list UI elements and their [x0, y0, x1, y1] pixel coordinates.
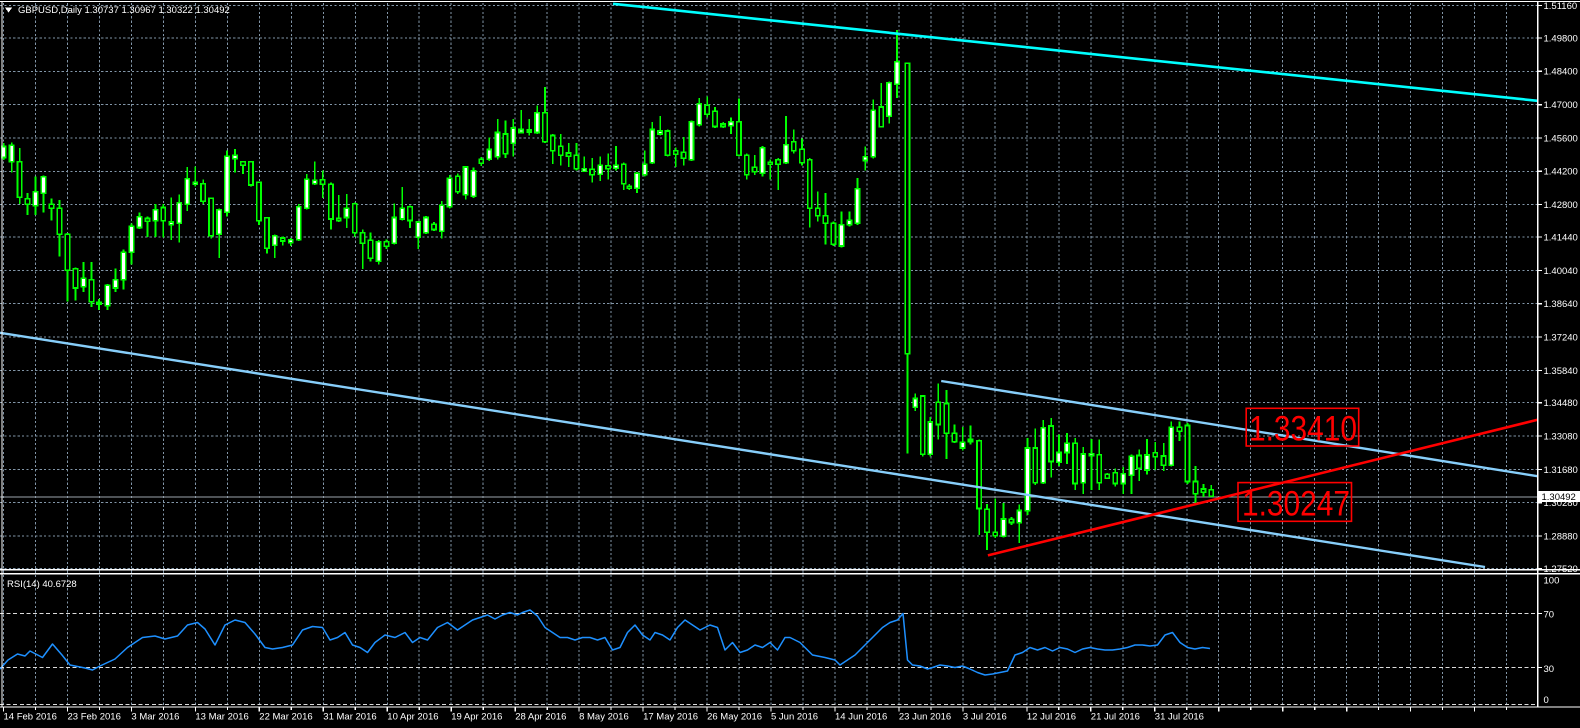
svg-text:19 Apr 2016: 19 Apr 2016: [451, 712, 502, 723]
svg-text:1.31680: 1.31680: [1544, 465, 1578, 476]
svg-text:1.49800: 1.49800: [1544, 33, 1578, 44]
svg-text:1.40040: 1.40040: [1544, 266, 1578, 277]
svg-text:30: 30: [1544, 664, 1555, 675]
svg-text:22 Mar 2016: 22 Mar 2016: [259, 712, 312, 723]
svg-text:RSI(14) 40.6728: RSI(14) 40.6728: [7, 579, 77, 590]
svg-text:26 May 2016: 26 May 2016: [707, 712, 762, 723]
svg-text:1.38640: 1.38640: [1544, 299, 1578, 310]
svg-text:1.35840: 1.35840: [1544, 366, 1578, 377]
svg-text:31 Mar 2016: 31 Mar 2016: [323, 712, 376, 723]
svg-text:1.30247: 1.30247: [1242, 484, 1350, 524]
svg-text:14 Feb 2016: 14 Feb 2016: [4, 712, 57, 723]
svg-text:1.37240: 1.37240: [1544, 332, 1578, 343]
svg-text:1.42800: 1.42800: [1544, 200, 1578, 211]
svg-text:31 Jul 2016: 31 Jul 2016: [1155, 712, 1204, 723]
svg-text:1.30492: 1.30492: [1542, 492, 1576, 503]
svg-text:10 Apr 2016: 10 Apr 2016: [387, 712, 438, 723]
svg-text:1.27520: 1.27520: [1544, 564, 1578, 575]
svg-text:70: 70: [1544, 610, 1555, 621]
svg-text:100: 100: [1544, 576, 1560, 587]
svg-text:GBPUSD,Daily 1.30737 1.30967: GBPUSD,Daily 1.30737 1.30967 1.30322 1.3…: [18, 5, 230, 16]
svg-text:1.30280: 1.30280: [1544, 498, 1578, 509]
svg-text:1.48400: 1.48400: [1544, 67, 1578, 78]
svg-text:1.47000: 1.47000: [1544, 100, 1578, 111]
svg-text:23 Feb 2016: 23 Feb 2016: [68, 712, 121, 723]
svg-text:3 Jul 2016: 3 Jul 2016: [963, 712, 1007, 723]
svg-text:1.33080: 1.33080: [1544, 432, 1578, 443]
svg-text:1.51160: 1.51160: [1544, 1, 1578, 12]
svg-text:1.45600: 1.45600: [1544, 133, 1578, 144]
svg-text:21 Jul 2016: 21 Jul 2016: [1091, 712, 1140, 723]
svg-text:17 May 2016: 17 May 2016: [643, 712, 698, 723]
svg-text:28 Apr 2016: 28 Apr 2016: [515, 712, 566, 723]
svg-text:13 Mar 2016: 13 Mar 2016: [195, 712, 248, 723]
svg-text:5 Jun 2016: 5 Jun 2016: [771, 712, 818, 723]
svg-text:1.44200: 1.44200: [1544, 167, 1578, 178]
svg-text:0: 0: [1544, 695, 1549, 706]
svg-text:3 Mar 2016: 3 Mar 2016: [131, 712, 179, 723]
svg-text:1.28880: 1.28880: [1544, 531, 1578, 542]
svg-text:23 Jun 2016: 23 Jun 2016: [899, 712, 951, 723]
svg-text:1.34480: 1.34480: [1544, 398, 1578, 409]
svg-text:8 May 2016: 8 May 2016: [579, 712, 629, 723]
svg-text:12 Jul 2016: 12 Jul 2016: [1027, 712, 1076, 723]
svg-text:1.41440: 1.41440: [1544, 232, 1578, 243]
svg-text:14 Jun 2016: 14 Jun 2016: [835, 712, 887, 723]
svg-text:1.33410: 1.33410: [1249, 409, 1357, 449]
